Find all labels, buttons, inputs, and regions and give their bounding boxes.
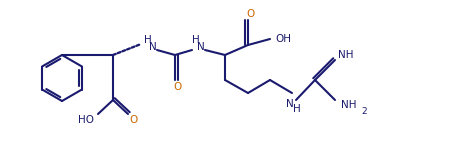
Text: H: H [192,35,200,45]
Text: N: N [197,42,205,52]
Text: HO: HO [78,115,94,125]
Text: O: O [174,82,182,92]
Text: O: O [247,9,255,19]
Text: NH: NH [338,50,354,60]
Text: O: O [129,115,137,125]
Text: H: H [144,35,152,45]
Text: N: N [286,99,294,109]
Text: 2: 2 [361,106,367,116]
Text: NH: NH [341,100,357,110]
Text: N: N [149,42,157,52]
Text: OH: OH [275,34,291,44]
Text: H: H [293,104,301,114]
